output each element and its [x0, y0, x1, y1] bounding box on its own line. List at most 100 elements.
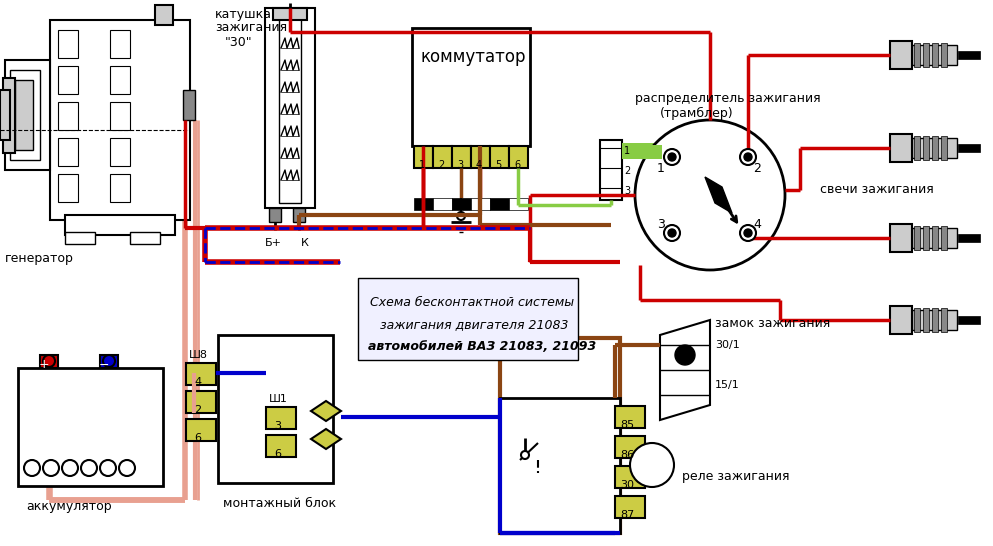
Text: "30": "30" — [225, 36, 252, 49]
Bar — [110, 66, 130, 94]
Bar — [941, 136, 947, 160]
Bar — [490, 198, 509, 210]
Bar — [65, 215, 175, 235]
Bar — [186, 419, 216, 441]
Bar — [509, 146, 528, 168]
Text: +: + — [39, 359, 50, 371]
Bar — [218, 335, 333, 483]
Text: 2: 2 — [438, 160, 444, 170]
Polygon shape — [311, 429, 341, 449]
Bar — [279, 13, 301, 203]
Bar — [110, 174, 130, 202]
Bar — [58, 102, 78, 130]
Bar — [622, 145, 662, 159]
Text: Б+: Б+ — [265, 238, 282, 248]
Bar — [600, 140, 622, 200]
Bar — [10, 70, 40, 160]
Bar — [58, 30, 78, 58]
Text: 2: 2 — [194, 405, 202, 415]
Bar — [110, 102, 130, 130]
Circle shape — [24, 460, 40, 476]
Circle shape — [457, 212, 465, 220]
Circle shape — [675, 345, 695, 365]
Text: Ш8: Ш8 — [189, 350, 208, 360]
Bar — [615, 406, 645, 428]
Circle shape — [81, 460, 97, 476]
Bar — [958, 234, 980, 242]
Bar — [65, 232, 95, 244]
Bar — [923, 226, 929, 250]
Polygon shape — [660, 320, 710, 420]
Circle shape — [43, 460, 59, 476]
Circle shape — [668, 153, 676, 161]
Bar — [58, 138, 78, 166]
Text: 4: 4 — [476, 160, 483, 170]
Bar — [3, 78, 15, 153]
Bar — [265, 8, 315, 208]
Bar — [18, 368, 163, 486]
Circle shape — [744, 153, 752, 161]
Bar — [15, 80, 33, 150]
Bar — [0, 90, 10, 140]
Bar — [433, 198, 452, 210]
Bar — [414, 146, 433, 168]
Bar — [471, 146, 490, 168]
Text: 6: 6 — [514, 160, 520, 170]
Bar — [914, 136, 920, 160]
Circle shape — [100, 460, 116, 476]
Text: монтажный блок: монтажный блок — [223, 497, 336, 510]
Text: К: К — [301, 238, 309, 248]
Bar — [923, 43, 929, 67]
Bar — [186, 363, 216, 385]
Text: Схема бесконтактной системы: Схема бесконтактной системы — [370, 296, 574, 309]
Text: 6: 6 — [194, 433, 201, 443]
Circle shape — [521, 451, 529, 459]
Circle shape — [664, 225, 680, 241]
Circle shape — [103, 355, 115, 367]
Text: 1: 1 — [657, 162, 665, 175]
Circle shape — [668, 229, 676, 237]
Text: 86: 86 — [620, 450, 635, 460]
Bar — [615, 436, 645, 458]
Bar — [50, 20, 190, 220]
Text: Ш1: Ш1 — [269, 394, 288, 404]
Bar — [932, 226, 938, 250]
Text: зажигания: зажигания — [215, 21, 287, 34]
Text: 1: 1 — [624, 146, 631, 156]
Bar — [293, 208, 305, 222]
Bar — [932, 43, 938, 67]
Text: 4: 4 — [753, 218, 761, 231]
Text: распределитель зажигания: распределитель зажигания — [635, 92, 820, 105]
Bar — [100, 355, 118, 368]
Bar — [186, 391, 216, 413]
Bar — [622, 143, 662, 157]
Bar — [58, 66, 78, 94]
Text: свечи зажигания: свечи зажигания — [820, 183, 933, 196]
Bar — [890, 41, 912, 69]
Text: зажигания двигателя 21083: зажигания двигателя 21083 — [380, 318, 569, 331]
Bar — [941, 226, 947, 250]
Bar — [266, 407, 296, 429]
Bar — [932, 308, 938, 332]
Bar — [358, 278, 578, 360]
Text: коммутатор: коммутатор — [420, 48, 525, 66]
Circle shape — [744, 229, 752, 237]
Circle shape — [635, 120, 785, 270]
Text: автомобилей ВАЗ 21083, 21093: автомобилей ВАЗ 21083, 21093 — [368, 340, 596, 353]
Text: 4: 4 — [194, 377, 202, 387]
Text: 2: 2 — [624, 166, 631, 176]
Bar — [110, 30, 130, 58]
Text: 6: 6 — [274, 449, 281, 459]
Bar — [914, 43, 920, 67]
Bar — [914, 226, 920, 250]
Bar — [5, 60, 50, 170]
Bar — [500, 338, 620, 533]
Bar — [433, 146, 452, 168]
Circle shape — [630, 443, 674, 487]
Bar — [941, 43, 947, 67]
Polygon shape — [311, 401, 341, 421]
Bar — [912, 138, 957, 158]
Bar — [452, 146, 471, 168]
Circle shape — [664, 149, 680, 165]
Bar — [958, 144, 980, 152]
